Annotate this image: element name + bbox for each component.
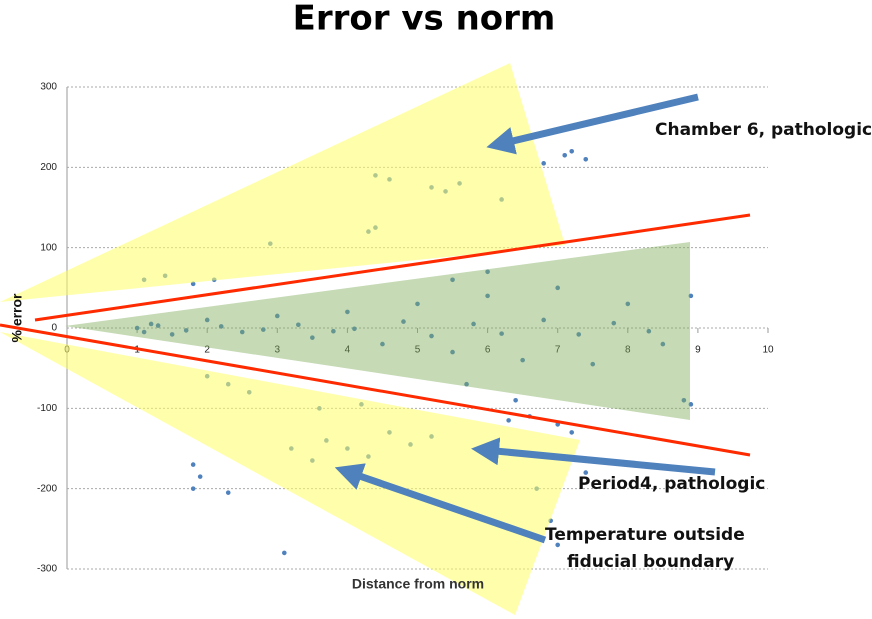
x-tick-label: 9 <box>695 345 701 356</box>
point <box>681 398 687 403</box>
point <box>429 333 434 339</box>
point <box>134 325 140 331</box>
x-tick-label: 5 <box>415 345 421 356</box>
point <box>688 293 694 299</box>
point <box>541 161 546 166</box>
point <box>190 462 196 467</box>
point <box>450 277 455 283</box>
point <box>506 418 511 423</box>
point <box>485 269 490 275</box>
yellow-region <box>0 332 580 615</box>
point <box>499 331 504 336</box>
arrow <box>334 463 547 544</box>
point <box>190 281 196 287</box>
point <box>611 320 617 326</box>
green-region <box>65 242 690 420</box>
point <box>141 329 147 335</box>
point <box>555 542 560 548</box>
point <box>688 402 694 407</box>
point <box>218 324 224 329</box>
point <box>331 328 336 334</box>
point <box>569 430 575 435</box>
point <box>183 328 189 333</box>
x-tick-label: 8 <box>625 345 631 356</box>
point <box>646 328 652 334</box>
point <box>155 323 161 328</box>
point <box>450 349 455 355</box>
point <box>471 321 476 327</box>
x-tick-label: 10 <box>762 345 774 356</box>
x-tick-label: 2 <box>204 345 210 356</box>
point <box>541 317 546 323</box>
overlays <box>0 63 751 615</box>
point <box>555 285 560 291</box>
point <box>225 490 231 495</box>
y-tick-label: 300 <box>40 82 57 93</box>
point <box>401 319 406 324</box>
point <box>310 335 315 340</box>
point <box>282 550 287 556</box>
y-tick-label: 100 <box>40 242 57 253</box>
point <box>464 381 469 387</box>
point <box>204 317 210 323</box>
point <box>520 357 525 363</box>
point <box>239 329 245 335</box>
point <box>345 309 350 315</box>
annotation: Temperature outside <box>545 525 745 545</box>
point <box>576 332 582 337</box>
point <box>190 486 196 491</box>
y-tick-label: -200 <box>37 483 57 494</box>
point <box>415 301 420 307</box>
y-tick-label: 200 <box>40 162 57 173</box>
red-line <box>0 323 751 457</box>
point <box>352 326 357 332</box>
point <box>660 341 666 347</box>
x-tick-label: 6 <box>485 345 491 356</box>
point <box>569 148 575 154</box>
annotation: Chamber 6, pathologic <box>655 120 872 140</box>
x-axis-label: Distance from norm <box>352 576 484 592</box>
point <box>590 361 596 367</box>
yellow-region <box>0 63 565 302</box>
arrow <box>471 437 716 476</box>
point <box>275 313 280 319</box>
point <box>513 398 518 403</box>
x-tick-label: 4 <box>345 345 351 356</box>
point <box>583 157 589 162</box>
red-line <box>34 213 751 322</box>
x-tick-label: 3 <box>275 345 281 356</box>
chart-title: Error vs norm <box>293 0 556 39</box>
point <box>148 321 154 327</box>
x-tick-label: 7 <box>555 345 561 356</box>
point <box>485 293 490 299</box>
point <box>197 474 203 479</box>
point <box>260 327 266 332</box>
y-tick-label: 0 <box>51 323 57 334</box>
point <box>169 332 175 337</box>
point <box>296 322 301 328</box>
annotation: fiducial boundary <box>567 552 734 572</box>
point <box>562 152 568 158</box>
point <box>583 470 589 475</box>
y-axis-label: % error <box>9 293 25 343</box>
y-tick-label: -100 <box>37 403 57 414</box>
arrow <box>486 93 699 155</box>
annotation: Period4, pathologic <box>578 474 765 494</box>
point <box>625 301 631 307</box>
point <box>380 341 385 347</box>
y-tick-label: -300 <box>37 564 57 575</box>
